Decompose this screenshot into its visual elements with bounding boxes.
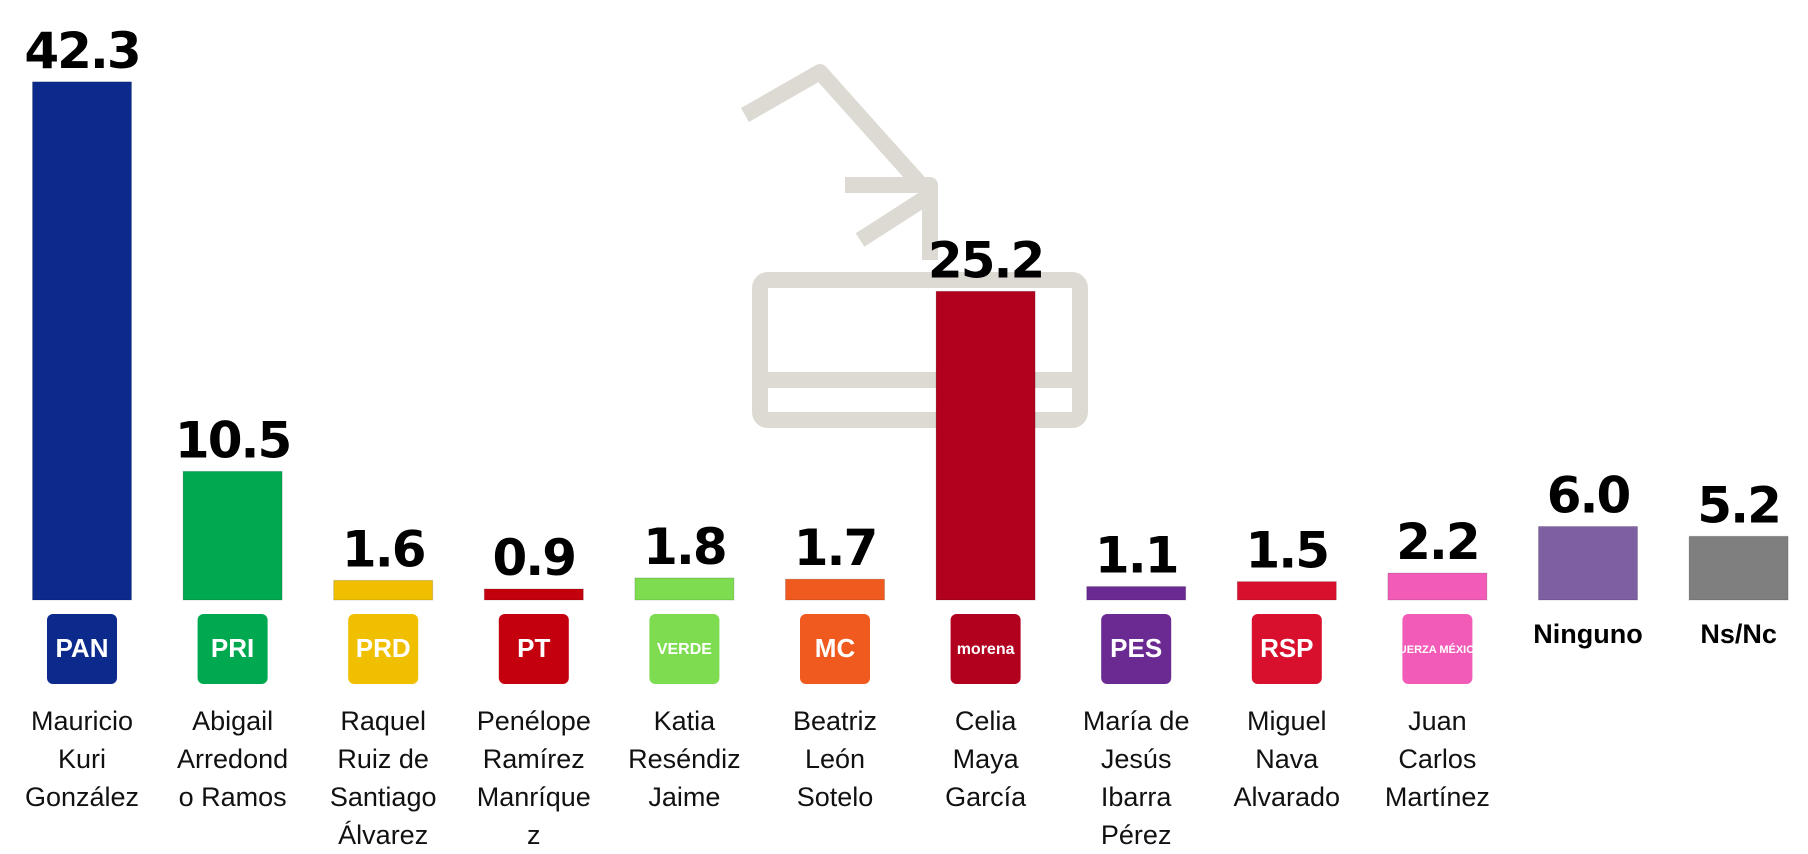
value-label: 25.2 bbox=[928, 231, 1043, 289]
value-label: 1.8 bbox=[643, 518, 726, 576]
logo-text: VERDE bbox=[657, 641, 712, 658]
bar bbox=[484, 589, 583, 600]
page: {"chart_data": {"type": "bar", "categori… bbox=[0, 0, 1808, 848]
logo-text: PT bbox=[517, 633, 550, 663]
candidate-name: Miguel Nava Alvarado bbox=[1227, 702, 1347, 816]
category-label: Ninguno bbox=[1533, 619, 1642, 649]
bar bbox=[786, 579, 885, 600]
value-label: 1.1 bbox=[1095, 527, 1178, 585]
candidate-name: Beatriz León Sotelo bbox=[775, 702, 895, 816]
value-label: 5.2 bbox=[1697, 476, 1780, 534]
value-label: 10.5 bbox=[175, 411, 290, 469]
logo-text: FUERZA MÉXICO bbox=[1392, 643, 1483, 656]
value-label: 1.5 bbox=[1246, 522, 1329, 580]
party-logo: PT bbox=[499, 614, 569, 684]
bar bbox=[183, 471, 282, 600]
logo-text: PAN bbox=[56, 633, 109, 663]
value-label: 1.7 bbox=[794, 519, 877, 577]
bar bbox=[635, 578, 734, 600]
value-label: 2.2 bbox=[1396, 513, 1479, 571]
bar bbox=[334, 580, 433, 600]
party-logo: FUERZA MÉXICO bbox=[1392, 614, 1483, 684]
bar bbox=[33, 82, 132, 600]
party-logo: PES bbox=[1101, 614, 1171, 684]
party-logo: morena bbox=[951, 614, 1021, 684]
logo-text: MC bbox=[815, 633, 856, 663]
logo-text: PES bbox=[1110, 633, 1162, 663]
value-label: 42.3 bbox=[24, 22, 139, 80]
bar bbox=[936, 291, 1035, 600]
bar bbox=[1539, 527, 1638, 601]
candidate-name: Raquel Ruiz de Santiago Álvarez bbox=[323, 702, 443, 854]
party-logo: VERDE bbox=[649, 614, 719, 684]
party-logo: PRD bbox=[348, 614, 418, 684]
value-label: 0.9 bbox=[493, 529, 576, 587]
value-label: 1.6 bbox=[342, 520, 425, 578]
candidate-name: Juan Carlos Martínez bbox=[1377, 702, 1497, 816]
party-logo: RSP bbox=[1252, 614, 1322, 684]
bar bbox=[1689, 536, 1788, 600]
candidate-name: Penélope Ramírez Manríquez bbox=[474, 702, 594, 854]
logo-text: morena bbox=[957, 641, 1015, 658]
candidate-name: Celia Maya García bbox=[926, 702, 1046, 816]
bar bbox=[1388, 573, 1487, 600]
candidate-name: Katia Reséndiz Jaime bbox=[624, 702, 744, 816]
party-logo: PAN bbox=[47, 614, 117, 684]
value-label: 6.0 bbox=[1547, 467, 1630, 525]
logo-text: PRI bbox=[211, 633, 254, 663]
category-label: Ns/Nc bbox=[1700, 619, 1777, 649]
candidate-name: Abigail Arredondo Ramos bbox=[173, 702, 293, 816]
bar bbox=[1237, 582, 1336, 600]
candidate-name: María de Jesús Ibarra Pérez bbox=[1076, 702, 1196, 854]
bar bbox=[1087, 587, 1186, 600]
candidate-name: Mauricio Kuri González bbox=[22, 702, 142, 816]
logo-text: PRD bbox=[356, 633, 411, 663]
party-logo: MC bbox=[800, 614, 870, 684]
party-logo: PRI bbox=[198, 614, 268, 684]
logo-text: RSP bbox=[1260, 633, 1313, 663]
